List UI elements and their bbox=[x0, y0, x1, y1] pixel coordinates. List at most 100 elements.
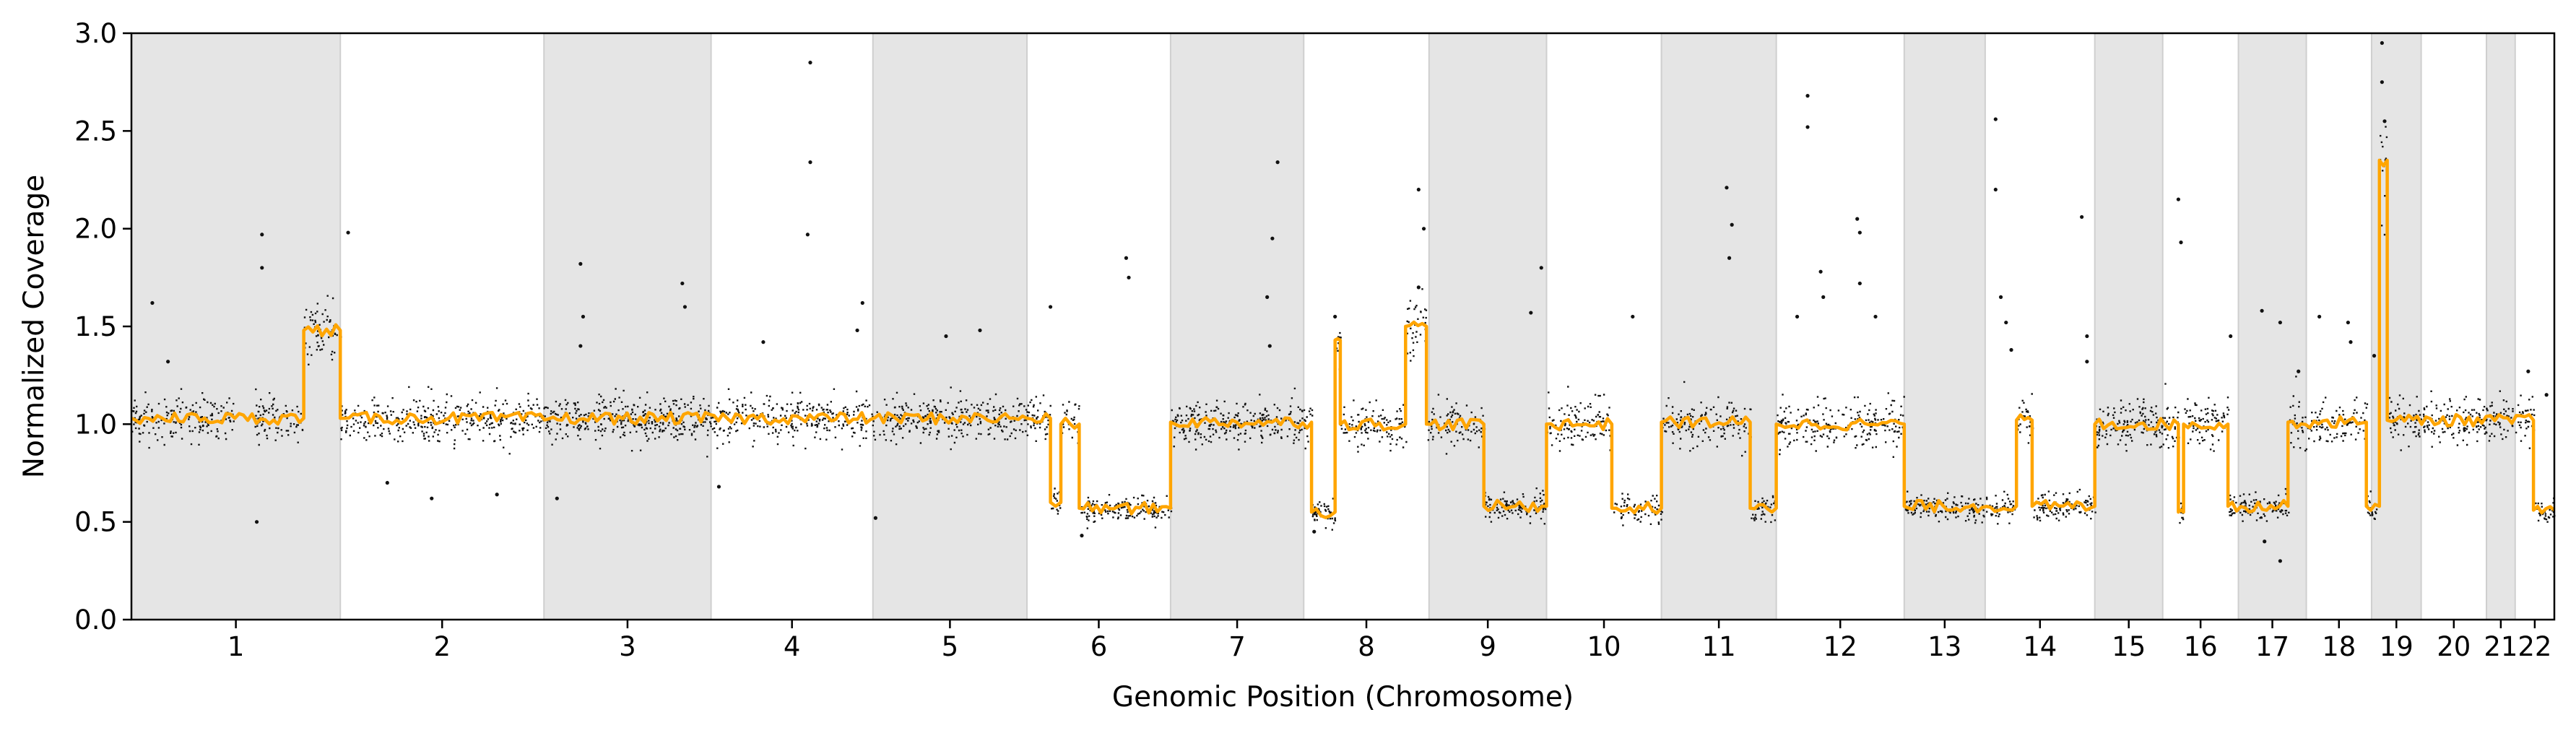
x-tick-label: 20 bbox=[2437, 631, 2471, 662]
outlier-point bbox=[2526, 369, 2531, 373]
outlier-point bbox=[2085, 334, 2089, 339]
outlier-point bbox=[2080, 214, 2084, 220]
x-tick-label: 7 bbox=[1228, 631, 1246, 662]
outlier-point bbox=[150, 300, 155, 305]
outlier-point bbox=[2176, 197, 2180, 201]
outlier-point bbox=[1821, 295, 1826, 299]
chromosome-band-9 bbox=[1428, 32, 1548, 620]
outlier-point bbox=[1048, 305, 1053, 309]
outlier-point bbox=[2179, 240, 2183, 245]
outlier-point bbox=[1416, 187, 1421, 192]
outlier-point bbox=[2380, 80, 2384, 84]
x-tick-label: 2 bbox=[433, 631, 451, 662]
x-tick-label: 14 bbox=[2023, 631, 2057, 662]
x-tick-label: 10 bbox=[1587, 631, 1621, 662]
outlier-point bbox=[2346, 320, 2350, 325]
outlier-point bbox=[1730, 222, 1734, 227]
outlier-point bbox=[430, 496, 434, 500]
outlier-point bbox=[1275, 160, 1280, 165]
outlier-point bbox=[555, 496, 559, 500]
outlier-point bbox=[978, 328, 982, 333]
x-tick-label: 8 bbox=[1358, 631, 1375, 662]
outlier-point bbox=[581, 314, 586, 319]
outlier-point bbox=[1805, 125, 1810, 129]
outlier-point bbox=[1421, 227, 1426, 231]
segment-step-line bbox=[131, 158, 2556, 519]
coverage-points bbox=[131, 40, 2556, 563]
x-tick-label: 17 bbox=[2255, 631, 2289, 662]
outlier-point bbox=[578, 261, 583, 266]
y-tick-label: 1.0 bbox=[74, 409, 117, 440]
outlier-point bbox=[855, 328, 859, 333]
outlier-point bbox=[2260, 308, 2264, 313]
x-tick-label: 13 bbox=[1927, 631, 1961, 662]
chromosome-band-1 bbox=[131, 32, 342, 620]
outlier-point bbox=[260, 233, 264, 237]
outlier-point bbox=[682, 305, 688, 309]
x-tick-label: 16 bbox=[2184, 631, 2218, 662]
x-tick-label: 18 bbox=[2322, 631, 2356, 662]
chromosome-band-13 bbox=[1903, 32, 1986, 620]
coverage-point-cloud bbox=[131, 126, 2556, 531]
outlier-point bbox=[2263, 539, 2267, 544]
outlier-point bbox=[2278, 559, 2282, 563]
chromosome-band-7 bbox=[1169, 32, 1305, 620]
outlier-point bbox=[385, 480, 389, 485]
x-tick-label: 9 bbox=[1479, 631, 1496, 662]
outlier-point bbox=[761, 340, 766, 344]
outlier-point bbox=[2317, 314, 2322, 319]
x-tick-label: 4 bbox=[784, 631, 801, 662]
outlier-point bbox=[873, 516, 877, 520]
x-tick-label: 21 bbox=[2484, 631, 2518, 662]
chromosome-band-15 bbox=[2094, 32, 2164, 620]
x-tick-label: 6 bbox=[1090, 631, 1108, 662]
outlier-point bbox=[254, 520, 259, 524]
chromosome-band-21 bbox=[2486, 32, 2516, 620]
x-tick-label: 22 bbox=[2518, 631, 2551, 662]
outlier-point bbox=[1818, 269, 1823, 274]
outlier-point bbox=[1631, 314, 1635, 319]
outlier-point bbox=[808, 160, 812, 165]
x-axis-title: Genomic Position (Chromosome) bbox=[1112, 681, 1574, 714]
outlier-point bbox=[2085, 360, 2089, 364]
y-tick-label: 0.0 bbox=[74, 604, 117, 636]
outlier-point bbox=[680, 281, 685, 286]
outlier-point bbox=[860, 300, 864, 305]
outlier-point bbox=[1080, 534, 1084, 538]
outlier-point bbox=[1333, 314, 1337, 319]
x-tick-label: 1 bbox=[227, 631, 245, 662]
outlier-point bbox=[495, 493, 499, 497]
outlier-point bbox=[808, 61, 812, 65]
chromosome-band-11 bbox=[1660, 32, 1777, 620]
y-tick-label: 1.5 bbox=[74, 311, 117, 342]
outlier-point bbox=[1124, 256, 1129, 260]
plot-frame bbox=[130, 32, 2556, 621]
outlier-point bbox=[260, 266, 264, 270]
outlier-point bbox=[1855, 217, 1860, 221]
chromosome-band-17 bbox=[2237, 32, 2307, 620]
y-tick-label: 3.0 bbox=[74, 18, 117, 49]
outlier-point bbox=[1539, 266, 1543, 270]
x-tick-label: 3 bbox=[619, 631, 636, 662]
y-axis: 0.0 0.5 1.0 1.5 2.0 2.5 3.0 bbox=[74, 18, 131, 636]
outlier-point bbox=[2297, 369, 2301, 373]
outlier-point bbox=[166, 360, 170, 364]
outlier-point bbox=[805, 233, 810, 237]
outlier-point bbox=[1873, 314, 1878, 319]
outlier-point bbox=[1805, 94, 1810, 98]
outlier-point bbox=[346, 230, 350, 235]
x-tick-label: 5 bbox=[942, 631, 959, 662]
y-axis-title: Normalized Coverage bbox=[18, 175, 51, 478]
y-tick-label: 2.5 bbox=[74, 116, 117, 147]
y-tick-label: 0.5 bbox=[74, 507, 117, 538]
outlier-point bbox=[1127, 275, 1131, 279]
x-tick-label: 15 bbox=[2112, 631, 2146, 662]
outlier-point bbox=[2004, 320, 2008, 325]
outlier-point bbox=[944, 334, 948, 339]
outlier-point bbox=[1529, 311, 1533, 315]
outlier-point bbox=[1993, 117, 1998, 121]
outlier-point bbox=[716, 485, 721, 489]
outlier-point bbox=[1857, 230, 1862, 235]
outlier-point bbox=[2278, 320, 2282, 325]
x-tick-label: 11 bbox=[1702, 631, 1736, 662]
